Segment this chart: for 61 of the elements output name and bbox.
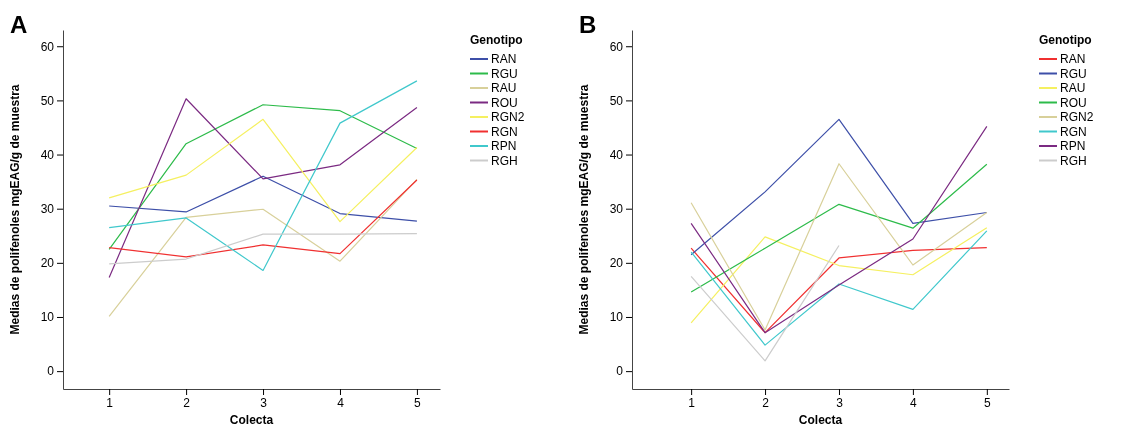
line-series xyxy=(690,163,988,331)
y-tick-label: 0 xyxy=(47,364,55,379)
line-series xyxy=(690,227,988,324)
y-axis-title: Medias de polifenoles mgEAG/g de muestra xyxy=(8,84,22,335)
legend-label: RAU xyxy=(1060,81,1086,95)
legend-title: Genotipo xyxy=(470,33,523,47)
line-series xyxy=(108,104,418,250)
x-tick-label: 3 xyxy=(260,395,268,410)
chart-title: B xyxy=(579,11,597,38)
legend-label: RGU xyxy=(491,66,518,81)
x-tick-label: 4 xyxy=(337,395,345,410)
line-series xyxy=(108,178,418,318)
x-tick-label: 1 xyxy=(688,395,696,410)
legend-label: ROU xyxy=(1060,95,1087,110)
line-series xyxy=(690,230,988,346)
y-tick-label: 10 xyxy=(40,310,55,325)
legend-label: RGU xyxy=(1060,66,1087,81)
y-tick-label: 20 xyxy=(40,256,55,271)
legend-label: RPN xyxy=(1060,139,1086,153)
y-tick-label: 0 xyxy=(616,364,624,379)
x-tick-label: 2 xyxy=(762,395,770,410)
line-series xyxy=(690,125,988,334)
legend-label: RAU xyxy=(491,81,517,95)
legend-label: RGN xyxy=(1060,124,1087,139)
legend-title: Genotipo xyxy=(1039,33,1092,47)
y-tick-label: 30 xyxy=(609,202,624,217)
legend-label: RGN2 xyxy=(491,110,525,124)
line-series xyxy=(690,118,988,256)
line-series xyxy=(108,118,418,223)
y-tick-label: 60 xyxy=(40,39,55,54)
legend-label: RGN xyxy=(491,124,518,139)
y-tick-label: 50 xyxy=(609,93,624,108)
x-axis-title: Colecta xyxy=(229,413,274,427)
x-tick-label: 5 xyxy=(414,395,422,410)
line-series xyxy=(108,233,418,265)
y-tick-label: 20 xyxy=(609,256,624,271)
legend-label: RAN xyxy=(1060,52,1086,66)
line-series xyxy=(690,163,988,293)
line-series xyxy=(690,247,988,334)
line-series xyxy=(108,179,418,258)
x-tick-label: 5 xyxy=(983,395,991,410)
y-axis-title: Medias de polifenoles mgEAG/g de muestra xyxy=(577,84,591,335)
y-tick-label: 10 xyxy=(609,310,624,325)
y-tick-label: 50 xyxy=(40,93,55,108)
y-tick-label: 30 xyxy=(40,202,55,217)
x-axis-title: Colecta xyxy=(798,413,843,427)
legend-label: RAN xyxy=(491,52,517,66)
x-tick-label: 2 xyxy=(183,395,191,410)
y-tick-label: 40 xyxy=(609,147,624,162)
legend-label: RGH xyxy=(491,153,518,168)
x-tick-label: 3 xyxy=(836,395,844,410)
x-tick-label: 4 xyxy=(910,395,918,410)
y-tick-label: 40 xyxy=(40,147,55,162)
chart-title: A xyxy=(10,11,28,38)
legend-label: RGN2 xyxy=(1060,110,1094,124)
legend-label: RPN xyxy=(491,139,517,153)
legend-label: RGH xyxy=(1060,153,1087,168)
line-series xyxy=(108,175,418,222)
legend-label: ROU xyxy=(491,95,518,110)
x-tick-label: 1 xyxy=(106,395,114,410)
y-tick-label: 60 xyxy=(609,39,624,54)
